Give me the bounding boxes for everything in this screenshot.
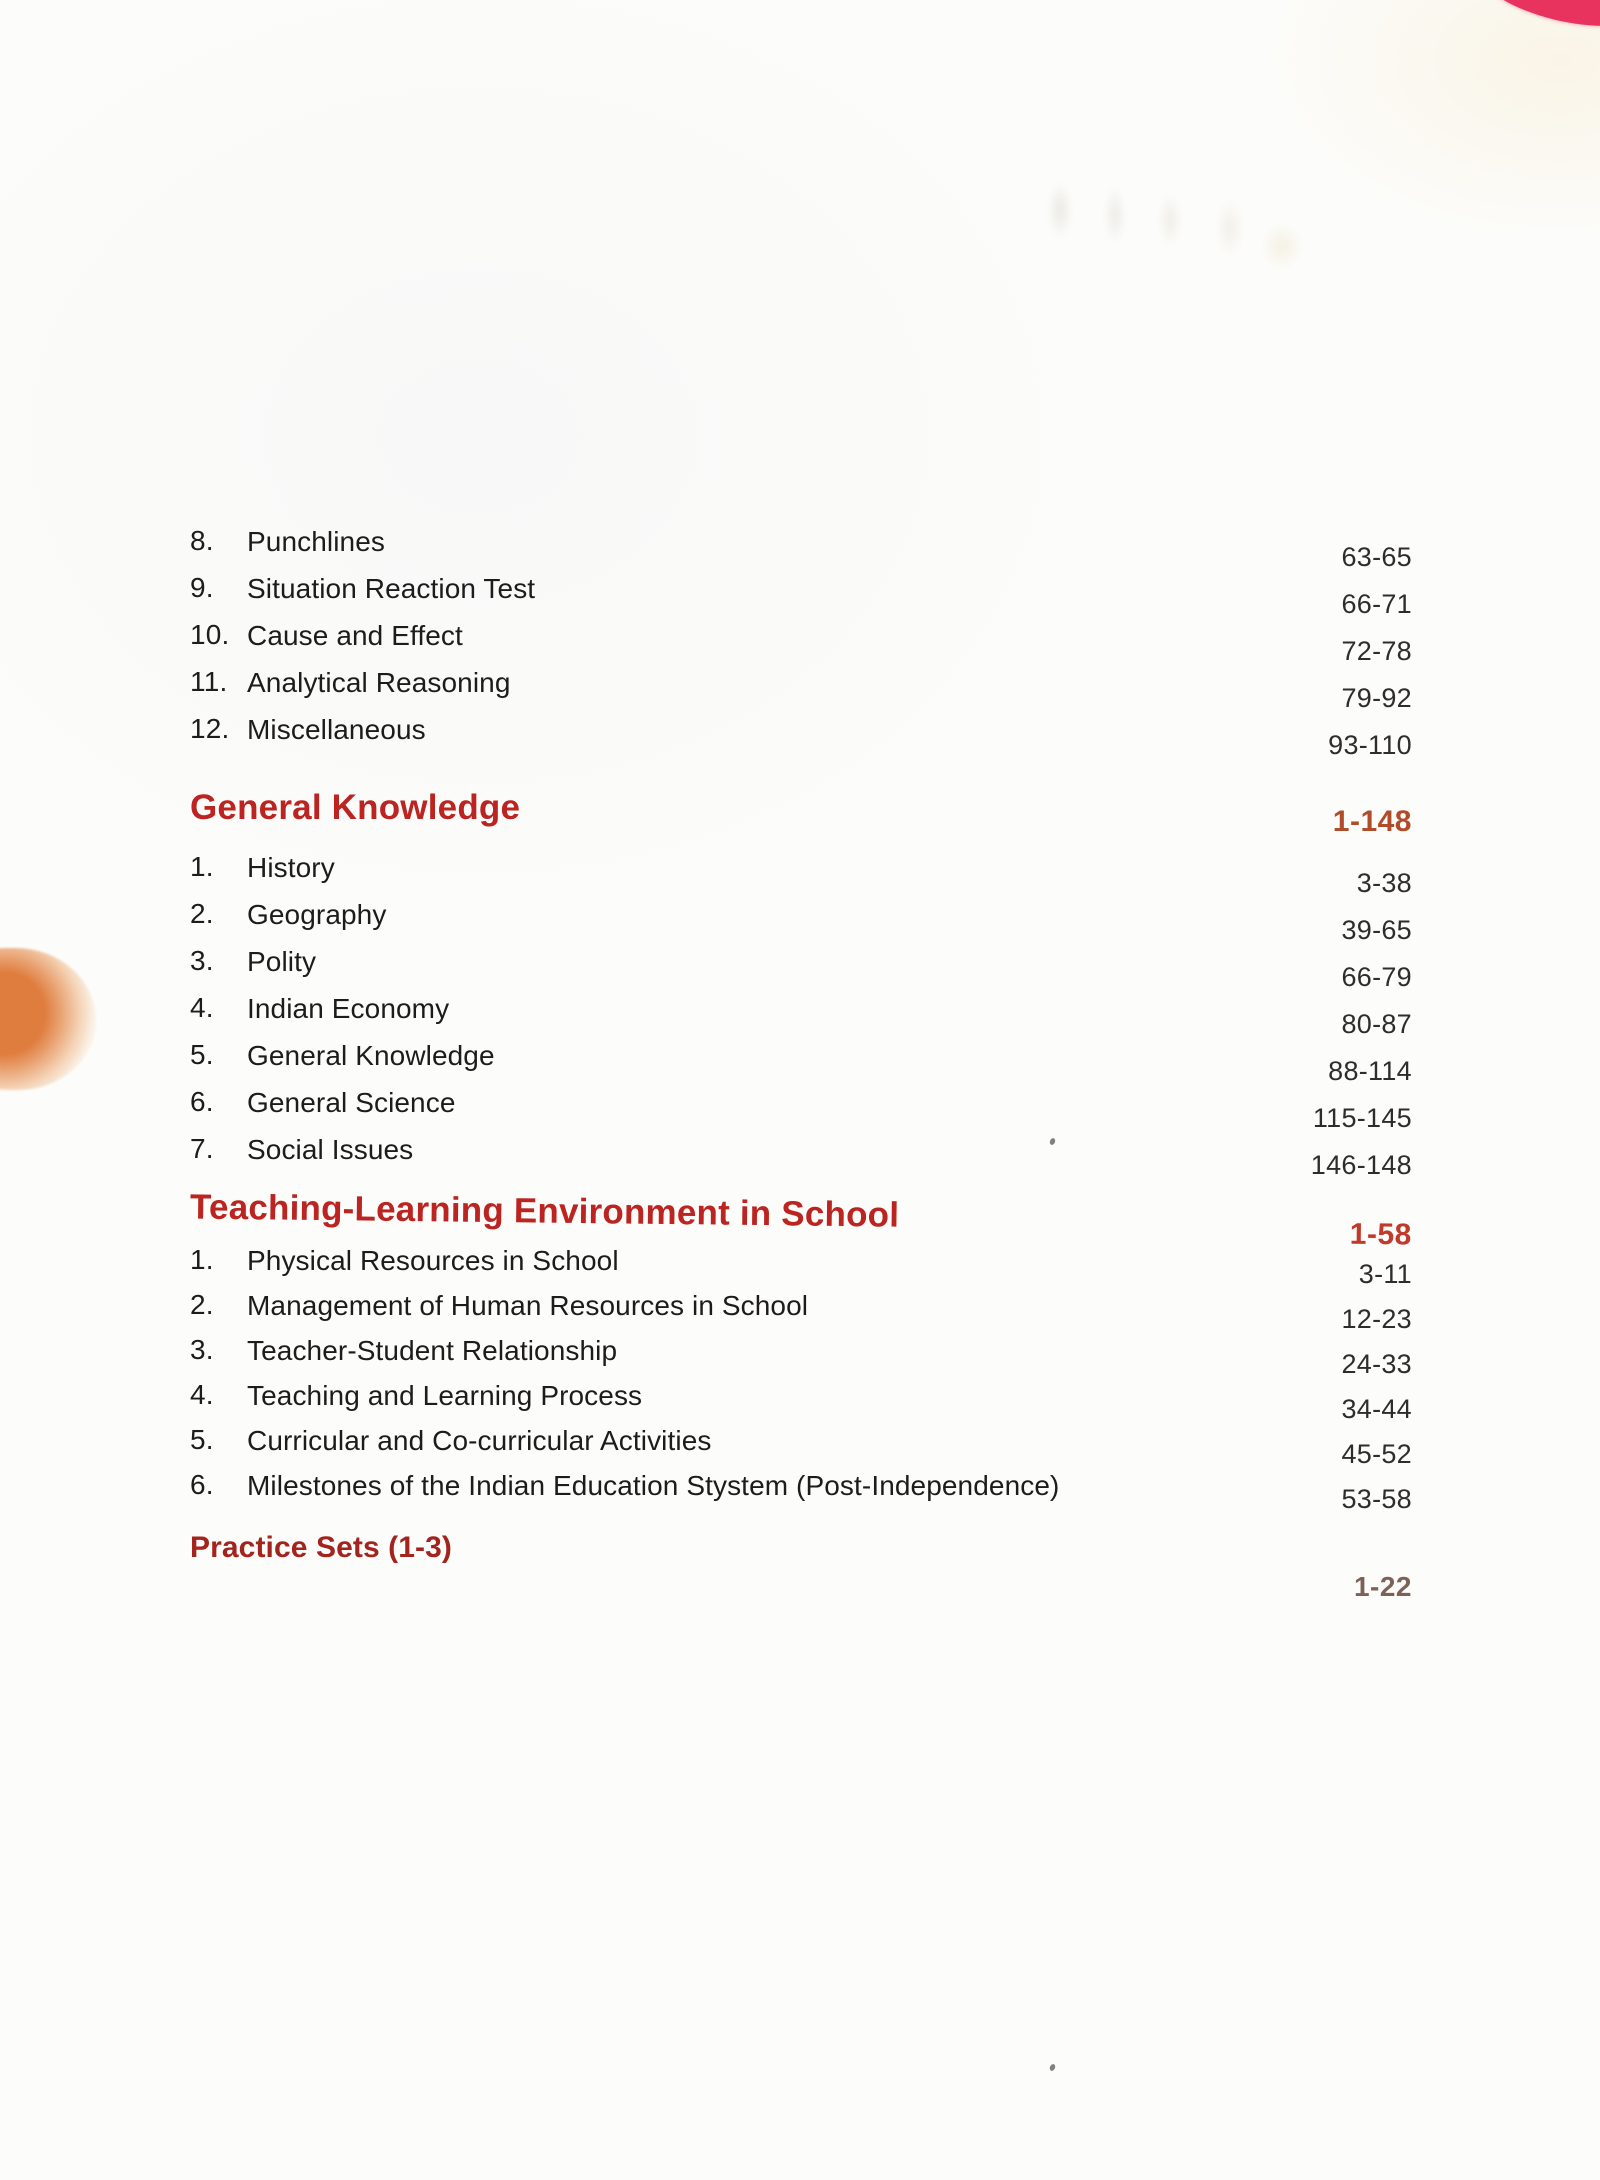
ink-speck <box>1048 2063 1057 2072</box>
entry-page-range: 88-114 <box>1328 1056 1412 1086</box>
section-heading-row: Practice Sets (1-3) 1-22 <box>190 1531 1412 1601</box>
entry-number: 10. <box>190 619 230 650</box>
entry-page-range: 24-33 <box>1341 1349 1412 1379</box>
entry-number: 4. <box>190 1379 214 1410</box>
entry-title: Teacher-Student Relationship <box>247 1335 618 1366</box>
pink-corner-ink-mark <box>1480 0 1600 38</box>
entry-number: 6. <box>190 1086 214 1117</box>
entry-title: General Knowledge <box>247 1040 495 1071</box>
entry-page-range: 45-52 <box>1341 1439 1412 1469</box>
section-page-range: 1-148 <box>1332 805 1412 838</box>
toc-entry: 5. Curricular and Co-curricular Activiti… <box>190 1417 1412 1467</box>
entry-title: Polity <box>247 946 317 977</box>
entry-number: 2. <box>190 898 214 929</box>
entry-page-range: 146-148 <box>1310 1150 1412 1180</box>
toc-entry: 6. Milestones of the Indian Education St… <box>190 1462 1412 1512</box>
toc-entry: 4. Indian Economy 80-87 <box>190 985 1412 1037</box>
section-title: Practice Sets (1-3) <box>190 1531 453 1564</box>
section-title: Teaching-Learning Environment in School <box>189 1187 900 1235</box>
section-page-range: 1-22 <box>1353 1571 1412 1602</box>
toc-entry: 1. History 3-38 <box>190 844 1412 896</box>
entry-title: General Science <box>247 1087 456 1118</box>
entry-number: 11. <box>190 666 228 697</box>
orange-stain <box>0 948 96 1090</box>
toc-section: General Knowledge 1-148 1. History 3-38 … <box>190 788 1412 1178</box>
entry-title: Geography <box>247 899 387 930</box>
toc-entry: 3. Polity 66-79 <box>190 938 1412 990</box>
entry-page-range: 3-38 <box>1356 868 1412 898</box>
entry-title: Social Issues <box>247 1134 414 1165</box>
entry-title: Punchlines <box>247 526 385 557</box>
entry-title: Teaching and Learning Process <box>247 1380 643 1411</box>
entry-number: 5. <box>190 1039 214 1070</box>
ghost-showthrough-smudge <box>1020 150 1320 300</box>
entry-title: Curricular and Co-curricular Activities <box>247 1425 712 1456</box>
entry-title: Milestones of the Indian Education Styst… <box>247 1470 1060 1501</box>
entry-number: 1. <box>190 1244 214 1275</box>
section-title: General Knowledge <box>190 788 521 827</box>
section-entries: 1. History 3-38 2. Geography 39-65 3. Po… <box>190 844 1412 1178</box>
entry-page-range: 39-65 <box>1341 915 1412 945</box>
toc-entry: 6. General Science 115-145 <box>190 1079 1412 1131</box>
toc-entry: 4. Teaching and Learning Process 34-44 <box>190 1372 1412 1422</box>
entry-number: 4. <box>190 992 214 1023</box>
toc-section: Practice Sets (1-3) 1-22 <box>190 1531 1412 1601</box>
toc-entry: 8. Punchlines 63-65 <box>190 518 1412 570</box>
entry-number: 12. <box>190 713 230 744</box>
section-page-range: 1-58 <box>1349 1217 1413 1252</box>
entry-title: Management of Human Resources in School <box>247 1290 809 1321</box>
entry-page-range: 12-23 <box>1341 1304 1412 1334</box>
entry-number: 3. <box>190 1334 214 1365</box>
entry-page-range: 93-110 <box>1328 730 1412 760</box>
entry-title: Analytical Reasoning <box>247 667 511 698</box>
entry-page-range: 63-65 <box>1341 542 1412 572</box>
entry-number: 1. <box>190 851 214 882</box>
entry-number: 3. <box>190 945 214 976</box>
entry-title: Cause and Effect <box>247 620 463 651</box>
toc-entry: 3. Teacher-Student Relationship 24-33 <box>190 1327 1412 1377</box>
entry-page-range: 80-87 <box>1341 1009 1412 1039</box>
toc-section: Teaching-Learning Environment in School … <box>189 1187 1413 1513</box>
toc-entry: 1. Physical Resources in School 3-11 <box>190 1237 1412 1287</box>
entry-title: Indian Economy <box>247 993 450 1024</box>
entry-page-range: 72-78 <box>1341 636 1412 666</box>
toc-entry: 7. Social Issues 146-148 <box>190 1126 1412 1178</box>
entry-number: 7. <box>190 1133 214 1164</box>
section-entries: 1. Physical Resources in School 3-11 2. … <box>190 1237 1412 1512</box>
toc-entry: 2. Geography 39-65 <box>190 891 1412 943</box>
entry-page-range: 34-44 <box>1341 1394 1412 1424</box>
section-heading-row: General Knowledge 1-148 <box>190 788 1412 838</box>
entry-page-range: 66-79 <box>1341 962 1412 992</box>
toc-entry: 12. Miscellaneous 93-110 <box>190 706 1412 758</box>
entry-number: 2. <box>190 1289 214 1320</box>
entry-page-range: 115-145 <box>1312 1103 1412 1133</box>
toc-entry: 5. General Knowledge 88-114 <box>190 1032 1412 1084</box>
entry-number: 6. <box>190 1469 214 1500</box>
entry-title: Miscellaneous <box>247 714 426 745</box>
entry-title: Situation Reaction Test <box>247 573 536 604</box>
toc-section: 8. Punchlines 63-65 9. Situation Reactio… <box>190 518 1412 758</box>
entry-title: Physical Resources in School <box>247 1245 619 1276</box>
toc-entry: 11. Analytical Reasoning 79-92 <box>190 659 1412 711</box>
section-entries: 8. Punchlines 63-65 9. Situation Reactio… <box>190 518 1412 758</box>
entry-page-range: 53-58 <box>1341 1484 1412 1514</box>
entry-page-range: 79-92 <box>1341 683 1412 713</box>
entry-page-range: 66-71 <box>1341 589 1412 619</box>
toc-entry: 9. Situation Reaction Test 66-71 <box>190 565 1412 617</box>
entry-number: 9. <box>190 572 214 603</box>
toc-entry: 10. Cause and Effect 72-78 <box>190 612 1412 664</box>
toc-entry: 2. Management of Human Resources in Scho… <box>190 1282 1412 1332</box>
entry-number: 5. <box>190 1424 214 1455</box>
entry-title: History <box>247 852 335 883</box>
entry-number: 8. <box>190 525 214 556</box>
entry-page-range: 3-11 <box>1358 1259 1412 1289</box>
table-of-contents: 8. Punchlines 63-65 9. Situation Reactio… <box>189 518 1413 1601</box>
